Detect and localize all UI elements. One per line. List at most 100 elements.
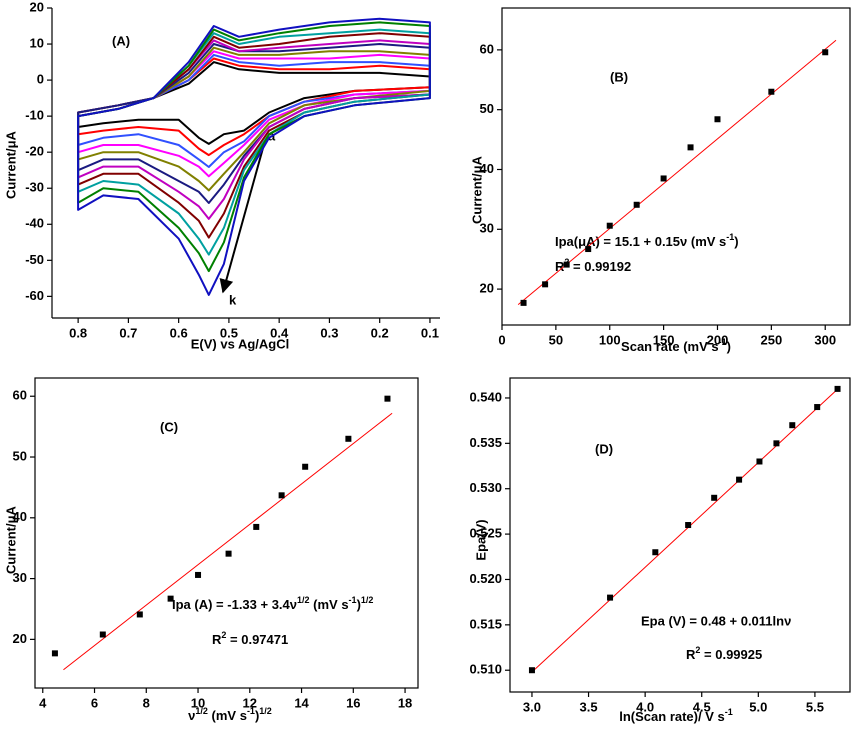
x-tick-label: 300	[814, 332, 836, 347]
text-part: Ipa (A) = -1.33 + 3.4ν	[172, 597, 297, 612]
y-tick-label: 0.530	[469, 480, 502, 495]
data-point	[834, 385, 841, 392]
plot-frame	[501, 7, 851, 326]
cv-curve	[77, 17, 431, 296]
data-point	[384, 395, 391, 402]
y-tick-label: 0	[37, 72, 44, 87]
text-part: R	[555, 259, 565, 274]
y-tick-label: 10	[30, 35, 44, 50]
data-point	[225, 550, 232, 557]
data-point	[606, 222, 613, 229]
y-tick-label: 60	[480, 41, 494, 56]
data-point	[51, 650, 58, 657]
annotation: R2 = 0.99925	[686, 645, 762, 662]
y-axis-label: Current/μA	[3, 505, 18, 574]
data-point	[814, 404, 821, 411]
data-point	[345, 435, 352, 442]
y-axis-label: Epa(V)	[473, 519, 488, 560]
x-tick-label: 8	[143, 695, 150, 710]
y-tick-label: -10	[25, 108, 44, 123]
text-part: )	[255, 708, 259, 723]
y-tick-label: 0.540	[469, 389, 502, 404]
x-tick-label: 100	[599, 332, 621, 347]
x-tick-label: 6	[91, 695, 98, 710]
data-point	[789, 422, 796, 429]
y-tick-label: 0.535	[469, 435, 502, 450]
x-axis-label: E(V) vs Ag/AgCl	[191, 336, 289, 351]
data-point	[563, 261, 570, 268]
y-tick-label: 20	[30, 0, 44, 14]
fit-line	[517, 39, 837, 306]
text-part: = 0.99192	[569, 259, 631, 274]
x-tick-label: 50	[549, 332, 563, 347]
text-part: )	[727, 339, 731, 354]
cv-curve	[77, 28, 431, 256]
data-point	[685, 522, 692, 529]
data-point	[136, 611, 143, 618]
cv-curve	[77, 21, 431, 273]
arrow	[219, 147, 264, 294]
x-axis-label: ln(Scan rate)/ V s-1	[619, 707, 733, 724]
y-tick-label: 50	[13, 448, 27, 463]
text-part: Scan rate (mV s	[621, 339, 719, 354]
annotation: Ipa(μA) = 15.1 + 0.15ν (mV s-1)	[555, 232, 739, 249]
y-axis-label: Current/μA	[3, 130, 18, 199]
x-tick-label: 5.5	[806, 699, 824, 714]
x-tick-label: 3.0	[523, 699, 541, 714]
text-part: R	[686, 647, 696, 662]
data-point	[542, 281, 549, 288]
data-point	[520, 299, 527, 306]
x-tick-label: 4.5	[693, 699, 711, 714]
x-tick-label: 0.3	[320, 325, 338, 340]
data-point	[278, 492, 285, 499]
cv-curve	[77, 61, 431, 145]
data-point	[607, 594, 614, 601]
x-tick-label: 5.0	[749, 699, 767, 714]
text-part: (mV s	[310, 597, 349, 612]
y-tick-label: -30	[25, 180, 44, 195]
annotation: (D)	[595, 441, 613, 456]
y-tick-label: -40	[25, 216, 44, 231]
data-point	[756, 458, 763, 465]
y-tick-label: 0.510	[469, 662, 502, 677]
x-tick-label: 12	[243, 695, 257, 710]
x-tick-label: 0.6	[170, 325, 188, 340]
superscript: 1/2	[297, 595, 310, 605]
y-axis-label: Current/μA	[469, 155, 484, 224]
x-axis-label: Scan rate (mV s-1)	[621, 337, 731, 354]
data-point	[652, 549, 659, 556]
text-part: R	[212, 632, 222, 647]
text-part: (mV s	[208, 708, 247, 723]
y-tick-label: 50	[480, 101, 494, 116]
x-tick-label: 150	[653, 332, 675, 347]
x-tick-label: 0.5	[220, 325, 238, 340]
fit-line	[531, 386, 841, 673]
superscript: -1	[726, 232, 734, 242]
data-point	[736, 476, 743, 483]
text-part: = 0.97471	[226, 632, 288, 647]
y-tick-label: -50	[25, 252, 44, 267]
data-point	[195, 571, 202, 578]
x-tick-label: 0.2	[371, 325, 389, 340]
data-point	[714, 116, 721, 123]
x-tick-label: 4	[39, 695, 47, 710]
data-point	[711, 494, 718, 501]
cv-curve	[77, 32, 431, 239]
text-part: )	[734, 234, 738, 249]
cv-curve	[77, 39, 431, 220]
superscript: -1	[247, 706, 255, 716]
cv-curve	[77, 53, 431, 168]
annotation: Epa (V) = 0.48 + 0.011lnν	[641, 613, 791, 628]
superscript: 2	[221, 630, 226, 640]
plot-frame	[509, 377, 851, 693]
text-part: )	[357, 597, 361, 612]
text-part: Ipa(μA) = 15.1 + 0.15ν (mV s	[555, 234, 726, 249]
y-tick-label: 20	[13, 631, 27, 646]
data-point	[302, 463, 309, 470]
x-tick-label: 0.4	[270, 325, 289, 340]
cv-curve	[77, 50, 431, 178]
data-point	[253, 523, 260, 530]
annotation: (C)	[160, 419, 178, 434]
fit-line	[63, 412, 393, 671]
